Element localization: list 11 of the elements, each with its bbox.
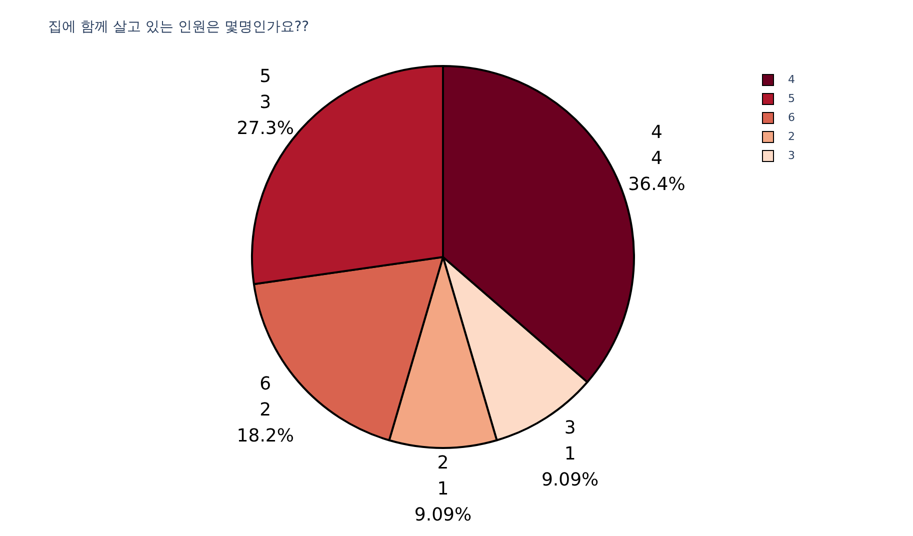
chart-title: 집에 함께 살고 있는 인원은 몇명인가요?? [48, 18, 310, 36]
legend-label: 4 [788, 73, 795, 86]
legend-label: 3 [788, 149, 795, 162]
data-label: 5 3 27.3% [236, 66, 294, 139]
data-label: 3 1 9.09% [541, 417, 599, 490]
data-label: 4 4 36.4% [628, 122, 686, 196]
legend-label: 5 [788, 92, 795, 105]
legend-label: 2 [788, 130, 795, 143]
legend-label: 6 [788, 111, 795, 124]
data-label: 6 2 18.2% [236, 374, 294, 447]
data-label: 2 1 9.09% [414, 452, 472, 526]
